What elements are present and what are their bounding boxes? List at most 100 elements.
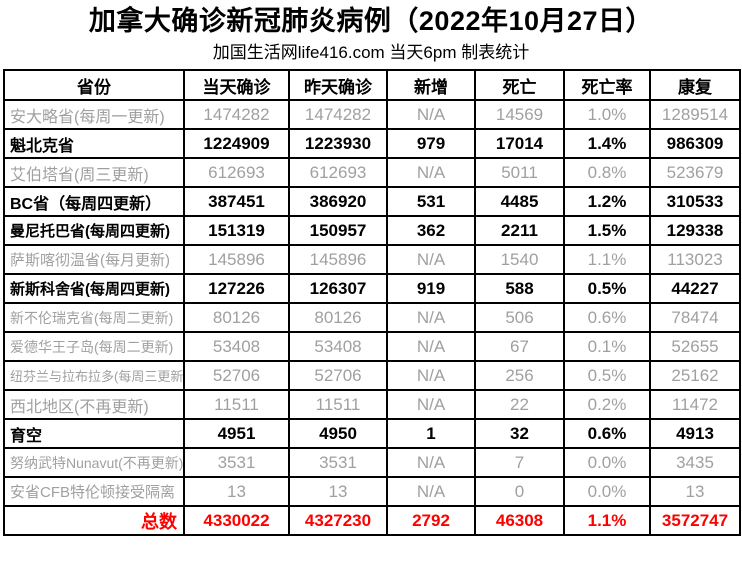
deaths-cell: 46308	[474, 505, 565, 536]
recovered-cell: 78474	[649, 302, 741, 333]
today-confirmed-cell: 4951	[183, 418, 290, 449]
new-cases-cell: N/A	[386, 447, 476, 478]
death-rate-cell: 1.0%	[563, 99, 651, 130]
column-header-new-cases: 新增	[386, 69, 476, 101]
province-cell: 新斯科舍省(每周四更新)	[3, 273, 185, 304]
province-cell: 魁北克省	[3, 128, 185, 159]
table-row: 新斯科舍省(每周四更新) 127226 126307 919 588 0.5% …	[3, 273, 741, 304]
province-cell: 纽芬兰与拉布拉多(每周三更新)	[3, 360, 185, 391]
yesterday-confirmed-cell: 1223930	[288, 128, 388, 159]
province-cell: 努纳武特Nunavut(不再更新)	[3, 447, 185, 478]
today-confirmed-cell: 1474282	[183, 99, 290, 130]
deaths-cell: 14569	[474, 99, 565, 130]
province-cell: 总数	[3, 505, 185, 536]
deaths-cell: 7	[474, 447, 565, 478]
province-cell: 爱德华王子岛(每周二更新)	[3, 331, 185, 362]
province-cell: 萨斯喀彻温省(每月更新)	[3, 244, 185, 275]
table-row: 萨斯喀彻温省(每月更新) 145896 145896 N/A 1540 1.1%…	[3, 244, 741, 275]
death-rate-cell: 1.1%	[563, 244, 651, 275]
province-cell: BC省（每周四更新）	[3, 186, 185, 217]
death-rate-cell: 0.5%	[563, 360, 651, 391]
recovered-cell: 11472	[649, 389, 741, 420]
page-subtitle: 加国生活网life416.com 当天6pm 制表统计	[212, 43, 530, 62]
table-row: 纽芬兰与拉布拉多(每周三更新) 52706 52706 N/A 256 0.5%…	[3, 360, 741, 391]
yesterday-confirmed-cell: 150957	[288, 215, 388, 246]
province-cell: 艾伯塔省(周三更新)	[3, 157, 185, 188]
today-confirmed-cell: 3531	[183, 447, 290, 478]
province-cell: 安省CFB特伦顿接受隔离	[3, 476, 185, 507]
column-header-death-rate: 死亡率	[563, 69, 651, 101]
table-row: 魁北克省 1224909 1223930 979 17014 1.4% 9863…	[3, 128, 741, 159]
today-confirmed-cell: 151319	[183, 215, 290, 246]
today-confirmed-cell: 80126	[183, 302, 290, 333]
deaths-cell: 506	[474, 302, 565, 333]
recovered-cell: 44227	[649, 273, 741, 304]
deaths-cell: 0	[474, 476, 565, 507]
new-cases-cell: 362	[386, 215, 476, 246]
column-header-today-confirmed: 当天确诊	[183, 69, 290, 101]
page-title: 加拿大确诊新冠肺炎病例（2022年10月27日）	[88, 6, 654, 36]
death-rate-cell: 1.4%	[563, 128, 651, 159]
province-cell: 曼尼托巴省(每周四更新)	[3, 215, 185, 246]
new-cases-cell: 1	[386, 418, 476, 449]
deaths-cell: 256	[474, 360, 565, 391]
recovered-cell: 310533	[649, 186, 741, 217]
yesterday-confirmed-cell: 386920	[288, 186, 388, 217]
new-cases-cell: N/A	[386, 360, 476, 391]
table-row: 安大略省(每周一更新) 1474282 1474282 N/A 14569 1.…	[3, 99, 741, 130]
death-rate-cell: 1.1%	[563, 505, 651, 536]
recovered-cell: 4913	[649, 418, 741, 449]
deaths-cell: 17014	[474, 128, 565, 159]
death-rate-cell: 0.0%	[563, 476, 651, 507]
yesterday-confirmed-cell: 53408	[288, 331, 388, 362]
deaths-cell: 67	[474, 331, 565, 362]
new-cases-cell: N/A	[386, 157, 476, 188]
recovered-cell: 523679	[649, 157, 741, 188]
table-row: BC省（每周四更新） 387451 386920 531 4485 1.2% 3…	[3, 186, 741, 217]
death-rate-cell: 0.8%	[563, 157, 651, 188]
deaths-cell: 32	[474, 418, 565, 449]
table-row: 曼尼托巴省(每周四更新) 151319 150957 362 2211 1.5%…	[3, 215, 741, 246]
table-row: 总数 4330022 4327230 2792 46308 1.1% 35727…	[3, 505, 741, 536]
deaths-cell: 1540	[474, 244, 565, 275]
new-cases-cell: 979	[386, 128, 476, 159]
death-rate-cell: 1.2%	[563, 186, 651, 217]
today-confirmed-cell: 4330022	[183, 505, 290, 536]
new-cases-cell: N/A	[386, 302, 476, 333]
deaths-cell: 22	[474, 389, 565, 420]
yesterday-confirmed-cell: 11511	[288, 389, 388, 420]
today-confirmed-cell: 13	[183, 476, 290, 507]
today-confirmed-cell: 145896	[183, 244, 290, 275]
yesterday-confirmed-cell: 4950	[288, 418, 388, 449]
death-rate-cell: 0.0%	[563, 447, 651, 478]
deaths-cell: 2211	[474, 215, 565, 246]
recovered-cell: 13	[649, 476, 741, 507]
province-cell: 育空	[3, 418, 185, 449]
column-header-province: 省份	[3, 69, 185, 101]
recovered-cell: 113023	[649, 244, 741, 275]
death-rate-cell: 0.1%	[563, 331, 651, 362]
recovered-cell: 129338	[649, 215, 741, 246]
deaths-cell: 5011	[474, 157, 565, 188]
death-rate-cell: 0.6%	[563, 418, 651, 449]
table-body: 安大略省(每周一更新) 1474282 1474282 N/A 14569 1.…	[3, 99, 741, 536]
table-row: 安省CFB特伦顿接受隔离 13 13 N/A 0 0.0% 13	[3, 476, 741, 507]
table-row: 爱德华王子岛(每周二更新) 53408 53408 N/A 67 0.1% 52…	[3, 331, 741, 362]
table-row: 育空 4951 4950 1 32 0.6% 4913	[3, 418, 741, 449]
column-header-yesterday-confirmed: 昨天确诊	[288, 69, 388, 101]
new-cases-cell: N/A	[386, 476, 476, 507]
yesterday-confirmed-cell: 80126	[288, 302, 388, 333]
yesterday-confirmed-cell: 13	[288, 476, 388, 507]
deaths-cell: 588	[474, 273, 565, 304]
new-cases-cell: 919	[386, 273, 476, 304]
deaths-cell: 4485	[474, 186, 565, 217]
recovered-cell: 1289514	[649, 99, 741, 130]
table-row: 新不伦瑞克省(每周二更新) 80126 80126 N/A 506 0.6% 7…	[3, 302, 741, 333]
death-rate-cell: 1.5%	[563, 215, 651, 246]
table-row: 西北地区(不再更新) 11511 11511 N/A 22 0.2% 11472	[3, 389, 741, 420]
yesterday-confirmed-cell: 145896	[288, 244, 388, 275]
recovered-cell: 3572747	[649, 505, 741, 536]
today-confirmed-cell: 52706	[183, 360, 290, 391]
yesterday-confirmed-cell: 126307	[288, 273, 388, 304]
death-rate-cell: 0.6%	[563, 302, 651, 333]
